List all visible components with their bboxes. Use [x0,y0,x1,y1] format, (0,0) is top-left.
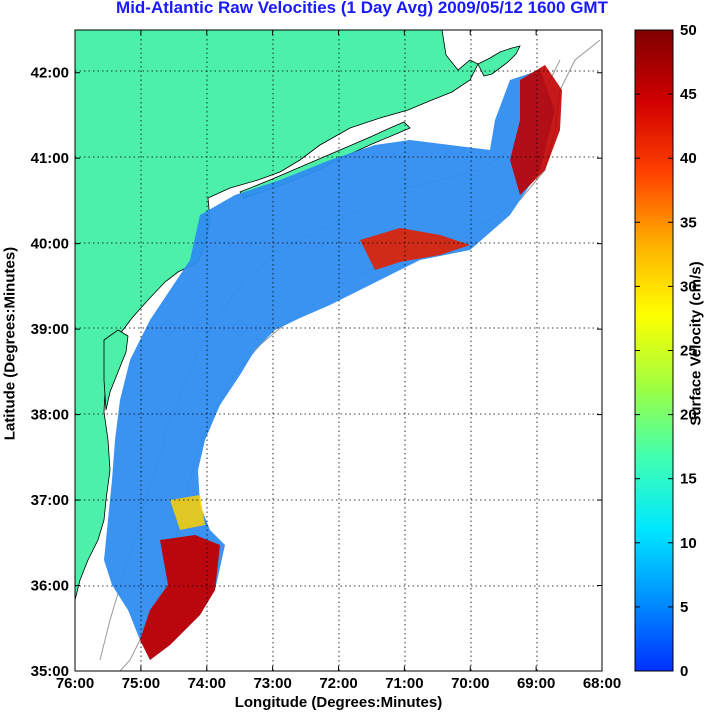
y-tick-label: 42:00 [31,65,69,82]
velocity-field-low [104,70,555,660]
colorbar [634,29,674,672]
y-tick-label: 35:00 [31,663,69,680]
x-tick-label: 74:00 [188,675,226,692]
colorbar-ticks: 0 5 10 15 20 25 30 35 40 45 50 [635,22,697,680]
land-delmarva [103,329,129,411]
x-tick-label: 73:00 [253,675,291,692]
x-tick-label: 68:00 [583,675,621,692]
x-tick-label: 70:00 [451,675,489,692]
x-tick-label: 72:00 [319,675,357,692]
y-tick-label: 41:00 [31,150,69,167]
colorbar-tick-label: 15 [680,471,697,488]
velocity-field-high-shelf [360,228,470,270]
y-tick-label: 38:00 [31,407,69,424]
velocity-field-high-south [140,535,220,660]
colorbar-tick-label: 5 [680,599,688,616]
y-tick-label: 36:00 [31,578,69,595]
velocity-field [104,65,562,660]
colorbar-tick-label: 30 [680,278,697,295]
velocity-field-mid [170,495,205,530]
y-axis-ticks: 35:00 36:00 37:00 38:00 39:00 40:00 41:00 42:00 [31,65,602,680]
colorbar-tick-label: 25 [680,343,697,360]
land-cape-cod [477,45,521,77]
x-tick-label: 75:00 [122,675,160,692]
colorbar-tick-label: 50 [680,22,697,39]
colorbar-tick-label: 20 [680,407,697,424]
lat-lon-grid [75,30,602,671]
colorbar-tick-label: 0 [680,663,688,680]
x-tick-label: 71:00 [385,675,423,692]
colorbar-tick-label: 40 [680,150,697,167]
y-tick-label: 40:00 [31,236,69,253]
y-tick-label: 39:00 [31,321,69,338]
velocity-field-high-ne [510,65,562,195]
x-axis-label: Longitude (Degrees:Minutes) [234,694,443,711]
map-title: Mid-Atlantic Raw Velocities (1 Day Avg) … [116,0,608,17]
colorbar-tick-label: 45 [680,86,697,103]
x-tick-label: 76:00 [56,675,94,692]
x-axis-ticks: 76:00 75:00 74:00 73:00 72:00 71:00 70:00 69:00… [56,30,621,692]
y-tick-label: 37:00 [31,492,69,509]
x-tick-label: 69:00 [517,675,555,692]
colorbar-tick-label: 10 [680,535,697,552]
colorbar-tick-label: 35 [680,214,697,231]
